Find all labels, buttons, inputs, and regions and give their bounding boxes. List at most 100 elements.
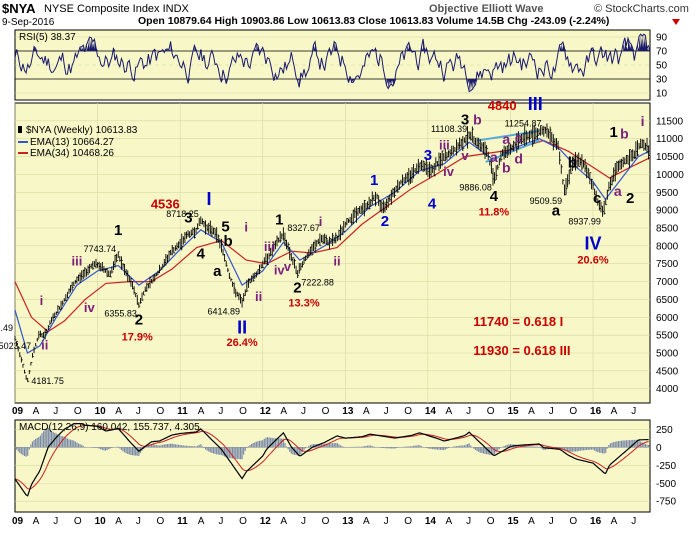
x-tick-label: A xyxy=(280,406,287,417)
price-label: 4181.75 xyxy=(31,376,64,386)
wave-label: ii xyxy=(41,337,48,352)
x-tick-label: A xyxy=(198,406,205,417)
wave-label: IV xyxy=(585,233,602,253)
price-label: 6355.83 xyxy=(104,309,137,319)
wave-label: 2 xyxy=(135,311,143,328)
wave-label: b xyxy=(620,126,629,142)
rsi-tick-label: 90 xyxy=(656,33,668,44)
wave-label: a xyxy=(213,263,222,280)
wave-label: iii xyxy=(439,137,450,152)
macd-label: MACD(12,26,9) 160.042, 155.737, 4.305 xyxy=(19,422,200,433)
x-tick-label: O xyxy=(487,406,495,417)
x-tick-label: J xyxy=(631,406,636,417)
macd-tick-label: 250 xyxy=(656,425,673,436)
wave-labels: iiiiiiiv1217.9%453634I5abiII26.4%iiiii1i… xyxy=(40,94,645,352)
rsi-tick-label: 50 xyxy=(656,61,668,72)
price-bars xyxy=(14,123,651,383)
x-tick-label: 12 xyxy=(260,516,272,527)
x-tick-label: J xyxy=(301,516,306,527)
x-tick-label: A xyxy=(528,516,535,527)
x-tick-label: J xyxy=(53,516,58,527)
wave-label: 1 xyxy=(114,222,122,239)
x-tick-label: O xyxy=(569,406,577,417)
rsi-tick-label: 10 xyxy=(656,89,668,100)
x-tick-label: J xyxy=(53,406,58,417)
price-labels: 5528.49 5023.47 4181.75 7743.74 6355.83 8718.… xyxy=(0,119,601,387)
wave-label: i xyxy=(40,293,44,308)
x-tick-label: J xyxy=(301,406,306,417)
ema13-legend: EMA(13) 10664.27 xyxy=(30,137,114,148)
fib-annotations: 11740 = 0.618 I 11930 = 0.618 III xyxy=(473,314,570,358)
x-tick-label: A xyxy=(33,406,40,417)
channel-trendline xyxy=(477,129,540,142)
x-tick-label: 14 xyxy=(425,406,437,417)
price-tick-label: 10500 xyxy=(656,152,684,163)
price-label: 7743.74 xyxy=(84,244,117,254)
x-axis-mid: 09 A J O 10 A J O 11 A J O 12 A J O 13 A J O 14 A J O 15 A J O 16 A J xyxy=(12,406,636,417)
x-tick-label: 15 xyxy=(507,516,519,527)
price-tick-label: 8500 xyxy=(656,224,679,235)
wave-label: ii xyxy=(255,289,262,304)
fib-annotation: 11930 = 0.618 III xyxy=(473,343,570,358)
objective-elliott-wave: Objective Elliott Wave xyxy=(429,3,544,15)
wave-label: b xyxy=(473,111,482,127)
rsi-axis: 90 70 50 30 10 xyxy=(656,33,668,100)
wave-label: i xyxy=(319,214,323,229)
x-tick-label: A xyxy=(363,406,370,417)
wave-label: iv xyxy=(443,164,455,179)
x-tick-label: A xyxy=(446,516,453,527)
wave-label: i xyxy=(641,113,645,129)
x-tick-label: O xyxy=(157,516,165,527)
x-tick-label: A xyxy=(33,516,40,527)
x-tick-label: A xyxy=(280,516,287,527)
x-tick-label: 10 xyxy=(95,516,107,527)
wave-label: a xyxy=(490,149,498,165)
wave-label: 4 xyxy=(197,245,206,262)
wave-label: iv xyxy=(274,262,286,277)
x-tick-label: J xyxy=(136,516,141,527)
wave-label: 20.6% xyxy=(577,255,608,267)
wave-label: v xyxy=(284,259,292,274)
price-axis: 4000 4500 5000 5500 6000 6500 7000 7500 8000 8500… xyxy=(656,116,684,395)
x-tick-label: O xyxy=(404,406,412,417)
wave-label: I xyxy=(207,189,212,209)
price-label: 5528.49 xyxy=(0,323,13,333)
x-tick-label: O xyxy=(74,516,82,527)
price-tick-label: 9500 xyxy=(656,188,679,199)
wave-label: 2 xyxy=(381,213,389,230)
price-tick-label: 11500 xyxy=(656,116,684,127)
wave-label: iv xyxy=(84,300,96,315)
channel-trendline xyxy=(485,139,540,163)
x-tick-label: O xyxy=(404,516,412,527)
symbol-title: $NYA xyxy=(2,1,36,16)
x-tick-label: J xyxy=(466,516,471,527)
wave-label: 4840 xyxy=(488,98,517,113)
wave-label: 2 xyxy=(626,190,634,207)
macd-line xyxy=(14,423,649,497)
macd-axis: 250 0 -250 -500 -750 xyxy=(656,425,676,508)
wave-label: iii xyxy=(264,239,275,254)
down-arrow-icon xyxy=(672,19,680,25)
x-tick-label: 10 xyxy=(95,406,107,417)
price-label: 6414.89 xyxy=(208,306,241,316)
x-tick-label: A xyxy=(363,516,370,527)
macd-tick-label: -750 xyxy=(656,497,676,508)
x-tick-label: 12 xyxy=(260,406,272,417)
wave-label: 17.9% xyxy=(122,332,153,344)
price-label: 8937.99 xyxy=(568,216,601,226)
wave-label: 1 xyxy=(275,211,283,228)
fib-annotation: 11740 = 0.618 I xyxy=(473,314,563,329)
x-tick-label: A xyxy=(611,406,618,417)
x-tick-label: J xyxy=(549,406,554,417)
wave-label: iii xyxy=(72,254,83,269)
rsi-label: RSI(5) 38.37 xyxy=(19,32,76,43)
wave-label: b xyxy=(568,154,577,171)
x-tick-label: O xyxy=(322,406,330,417)
x-tick-label: J xyxy=(218,406,223,417)
x-tick-label: J xyxy=(136,406,141,417)
x-tick-label: O xyxy=(239,406,247,417)
x-tick-label: O xyxy=(239,516,247,527)
x-tick-label: A xyxy=(528,406,535,417)
wave-label: a xyxy=(502,131,510,147)
